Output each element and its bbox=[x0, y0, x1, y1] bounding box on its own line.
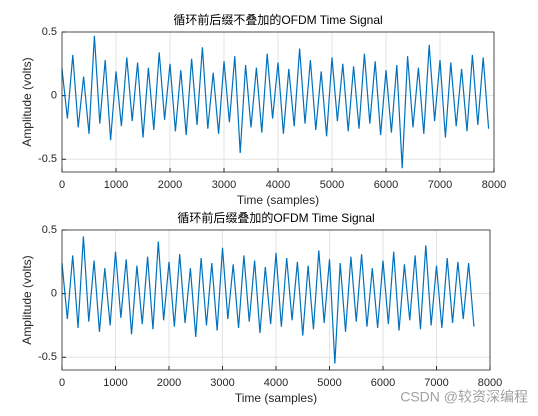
x-axis-label: Time (samples) bbox=[237, 193, 319, 207]
x-tick-label: 0 bbox=[59, 179, 65, 191]
x-tick-label: 1000 bbox=[104, 179, 128, 191]
watermark: CSDN @较资深编程 bbox=[400, 389, 528, 405]
y-tick-label: 0.5 bbox=[42, 224, 57, 236]
x-tick-label: 8000 bbox=[478, 377, 502, 389]
y-tick-label: 0 bbox=[51, 288, 57, 300]
x-tick-label: 2000 bbox=[158, 179, 182, 191]
x-tick-label: 2000 bbox=[157, 377, 181, 389]
y-tick-label: -0.5 bbox=[38, 153, 57, 165]
x-axis-label: Time (samples) bbox=[235, 391, 317, 405]
chart-title: 循环前后缀不叠加的OFDM Time Signal bbox=[173, 12, 382, 27]
x-tick-label: 6000 bbox=[371, 377, 395, 389]
x-tick-label: 3000 bbox=[210, 377, 234, 389]
y-axis-label: Amplitude (volts) bbox=[20, 57, 34, 146]
x-tick-label: 3000 bbox=[212, 179, 236, 191]
x-tick-label: 7000 bbox=[424, 377, 448, 389]
chart-title: 循环前后缀叠加的OFDM Time Signal bbox=[177, 210, 374, 225]
x-tick-label: 5000 bbox=[317, 377, 341, 389]
x-tick-label: 5000 bbox=[320, 179, 344, 191]
y-tick-label: 0.5 bbox=[42, 26, 57, 38]
x-tick-label: 4000 bbox=[266, 179, 290, 191]
y-tick-label: -0.5 bbox=[38, 351, 57, 363]
axes-box bbox=[61, 31, 495, 173]
x-tick-label: 0 bbox=[59, 377, 65, 389]
axes-box bbox=[61, 229, 491, 371]
x-tick-label: 8000 bbox=[482, 179, 506, 191]
signal-line bbox=[61, 35, 490, 169]
x-tick-label: 4000 bbox=[264, 377, 288, 389]
y-axis-label: Amplitude (volts) bbox=[20, 255, 34, 344]
y-tick-label: 0 bbox=[51, 90, 57, 102]
x-tick-label: 6000 bbox=[374, 179, 398, 191]
x-tick-label: 1000 bbox=[103, 377, 127, 389]
x-tick-label: 7000 bbox=[428, 179, 452, 191]
signal-line bbox=[61, 236, 475, 364]
